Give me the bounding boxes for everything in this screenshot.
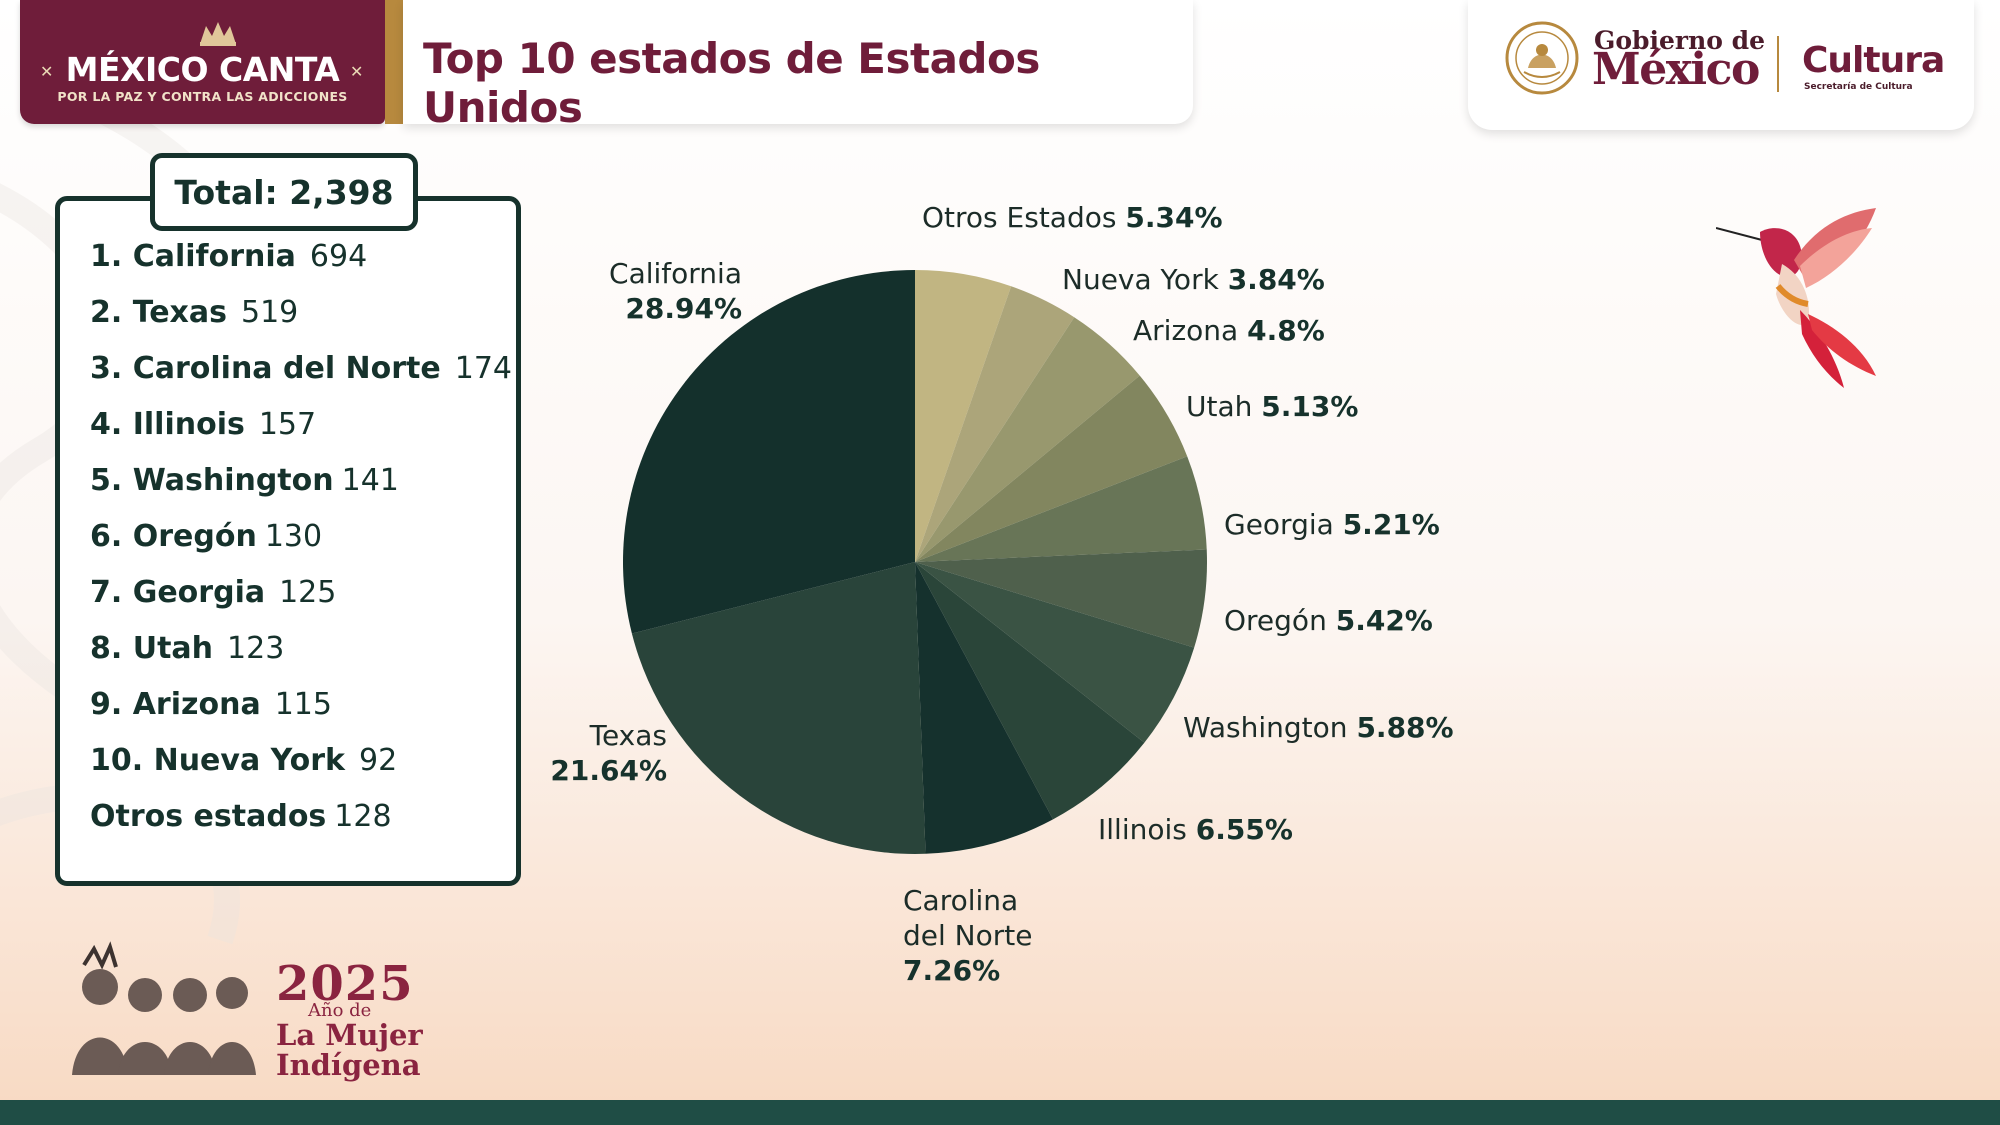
pie-slice-carolina-del-norte [915, 562, 1053, 854]
pie-slice-nueva-york [915, 286, 1075, 562]
state-name: 9. Arizona [90, 687, 261, 722]
state-count: 125 [279, 575, 337, 610]
state-count: 174 [454, 351, 513, 386]
la-mujer-text: La Mujer [276, 1018, 423, 1052]
state-name: 10. Nueva York [90, 743, 345, 778]
slice-label-illinois: Illinois 6.55% [1098, 813, 1293, 846]
mexico-canta-logo: ✕ MÉXICO CANTA ✕ POR LA PAZ Y CONTRA LAS… [20, 0, 385, 124]
slice-label-nueva-york: Nueva York 3.84% [1062, 263, 1325, 296]
slice-labels: Otros Estados 5.34% Nueva York 3.84% Ari… [550, 201, 1453, 987]
slice-label-arizona: Arizona 4.8% [1133, 314, 1325, 347]
state-list-card: 1. California 694 2. Texas 519 3. Carolina… [55, 196, 521, 886]
state-name: Otros estados [90, 799, 327, 834]
brand-title: MÉXICO CANTA [65, 50, 340, 89]
cultura-text: Cultura [1802, 40, 1945, 81]
mujer-indigena-illustration [72, 941, 256, 1075]
slice-label-california: California [609, 257, 742, 290]
pie-slice-california [623, 270, 915, 634]
pie-slices [623, 270, 1207, 855]
slice-label-oregon: Oregón 5.42% [1224, 604, 1433, 637]
state-name: 2. Texas [90, 295, 227, 330]
list-item: 8. Utah 123 [90, 631, 510, 687]
pie-slice-georgia [915, 456, 1207, 562]
list-item: 9. Arizona 115 [90, 687, 510, 743]
slice-label-georgia: Georgia 5.21% [1224, 508, 1440, 541]
pie-slice-oregón [915, 549, 1207, 648]
gov-separator [1777, 36, 1779, 92]
list-item: 2. Texas 519 [90, 295, 510, 351]
state-count: 694 [309, 239, 368, 274]
ano-de-text: Año de [308, 1000, 372, 1021]
state-name: 6. Oregón [90, 519, 257, 554]
slice-label-utah: Utah 5.13% [1186, 390, 1358, 423]
list-item: 7. Georgia 125 [90, 575, 510, 631]
title-card: Top 10 estados de Estados Unidos [403, 0, 1193, 132]
state-count: 123 [227, 631, 285, 666]
slice-label-washington: Washington 5.88% [1183, 711, 1454, 744]
ornament-icon: ✕ [40, 62, 54, 81]
brand-subtitle: POR LA PAZ Y CONTRA LAS ADICCIONES [57, 89, 348, 104]
state-name: 5. Washington [90, 463, 334, 498]
state-count: 157 [258, 407, 317, 442]
slice-label-texas-pct: 21.64% [550, 754, 667, 787]
slice-label-otros: Otros Estados 5.34% [922, 201, 1223, 234]
state-name: 4. Illinois [90, 407, 245, 442]
slice-label-carolina-line1: Carolina [903, 884, 1018, 917]
page-title: Top 10 estados de Estados Unidos [423, 34, 1040, 132]
state-name: 3. Carolina del Norte [90, 351, 441, 386]
list-item: 4. Illinois 157 [90, 407, 510, 463]
national-seal-icon [1505, 21, 1579, 95]
gold-divider [385, 0, 403, 124]
footer-bar [0, 1100, 2000, 1125]
pie-slice-otros-estados [915, 270, 1012, 562]
cultura-subtitle: Secretaría de Cultura [1804, 82, 1913, 92]
slice-label-california-pct: 28.94% [625, 292, 742, 325]
state-name: 8. Utah [90, 631, 214, 666]
emblem-icon [200, 22, 236, 46]
state-name: 7. Georgia [90, 575, 266, 610]
pie-slice-washington [915, 562, 1195, 743]
list-item: 3. Carolina del Norte 174 [90, 351, 513, 407]
pie-slice-arizona [915, 317, 1140, 562]
gobierno-de-text: Gobierno de [1594, 26, 1766, 55]
list-item: 5. Washington 141 [90, 463, 510, 519]
state-count: 141 [341, 463, 399, 498]
pie-slice-illinois [915, 562, 1145, 820]
slice-label-texas: Texas [589, 719, 667, 752]
list-item: 10. Nueva York 92 [90, 743, 510, 799]
list-item: 6. Oregón 130 [90, 519, 510, 575]
state-count: 92 [358, 743, 398, 778]
state-list: 1. California 694 2. Texas 519 3. Carolina… [90, 239, 513, 855]
pie-slice-utah [915, 375, 1188, 562]
slice-label-carolina-pct: 7.26% [903, 954, 1000, 987]
indigena-text: Indígena [276, 1048, 421, 1082]
year-2025: 2025 [276, 956, 414, 1012]
ornament-icon: ✕ [350, 62, 364, 81]
state-name: 1. California [90, 239, 296, 274]
mexico-text: México [1592, 44, 1760, 95]
state-count: 115 [274, 687, 332, 722]
list-item: Otros estados 128 [90, 799, 510, 855]
list-item: 1. California 694 [90, 239, 510, 295]
pie-slice-texas [631, 562, 926, 855]
slice-label-carolina-line2: del Norte [903, 919, 1032, 952]
hummingbird-illustration [1716, 208, 1876, 388]
state-count: 519 [241, 295, 299, 330]
state-count: 130 [264, 519, 323, 554]
total-badge: Total: 2,398 [150, 153, 418, 231]
state-count: 128 [334, 799, 392, 834]
gobierno-logo-card: Gobierno de México Cultura Secretaría de… [1468, 0, 1974, 130]
